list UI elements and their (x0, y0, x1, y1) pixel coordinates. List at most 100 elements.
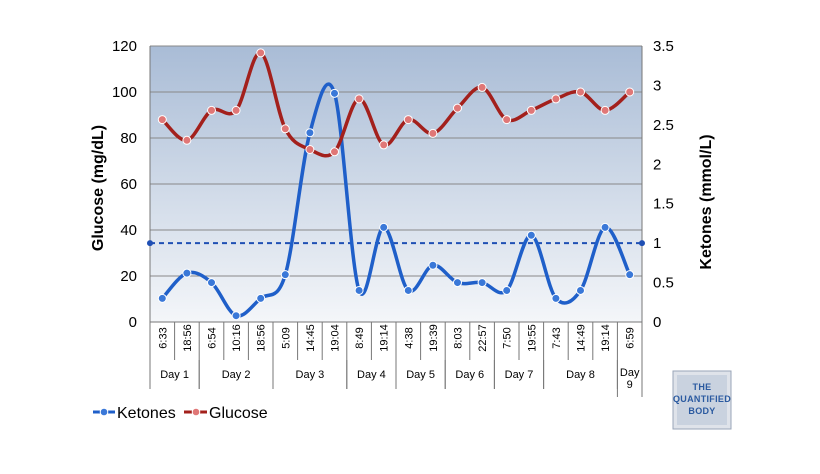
data-point-glucose (207, 105, 216, 115)
x-tick-label: 18:56 (256, 324, 268, 352)
day-label: Day 4 (357, 369, 386, 381)
legend-item-ketones: Ketones (93, 405, 176, 422)
x-tick-label: 19:14 (379, 324, 391, 352)
data-point-ketones (256, 293, 266, 303)
data-point-glucose (502, 115, 512, 125)
logo-line-2: QUANTIFIED (673, 394, 731, 404)
x-tick-label: 6:59 (625, 327, 637, 348)
data-point-glucose (551, 94, 561, 104)
y-right-tick-label: 0 (653, 314, 661, 331)
data-point-ketones (207, 278, 216, 288)
y-left-tick-label: 80 (120, 130, 137, 147)
y-right-axis-title: Ketones (mmol/L) (698, 134, 715, 269)
x-tick-label: 19:14 (600, 324, 612, 352)
y-right-tick-label: 1.5 (653, 196, 674, 213)
x-tick-label: 4:38 (403, 327, 415, 348)
data-point-ketones (330, 88, 339, 98)
data-point-ketones (551, 293, 561, 303)
x-tick-label: 7:43 (551, 327, 563, 348)
x-tick-label: 6:33 (157, 327, 169, 348)
y-left-tick-label: 0 (129, 314, 137, 331)
logo-line-1: THE (693, 382, 712, 392)
y-right-tick-label: 1 (653, 235, 661, 252)
legend-label-glucose: Glucose (209, 405, 268, 422)
data-point-ketones (157, 293, 167, 303)
x-tick-label: 7:50 (502, 327, 514, 348)
day-label: Day 6 (455, 369, 484, 381)
legend-item-glucose: Glucose (184, 405, 268, 422)
data-point-glucose (625, 87, 635, 97)
reference-line-end-left (147, 240, 153, 247)
y-right-tick-label: 3.5 (653, 38, 674, 55)
data-point-glucose (453, 103, 462, 113)
reference-line-end-right (639, 240, 645, 247)
x-tick-label: 5:09 (280, 327, 292, 348)
logo-line-3: BODY (688, 406, 715, 416)
x-tick-label: 14:45 (305, 324, 317, 352)
day-label: Day (620, 367, 640, 379)
y-right-tick-label: 3 (653, 77, 661, 94)
data-point-ketones (379, 222, 389, 232)
x-tick-label: 10:16 (231, 324, 243, 352)
day-label: 9 (627, 379, 633, 391)
data-point-glucose (182, 135, 192, 145)
x-tick-label: 19:04 (330, 324, 342, 352)
data-point-ketones (600, 222, 610, 232)
data-point-glucose (157, 115, 167, 125)
data-point-glucose (600, 105, 610, 115)
x-tick-label: 18:56 (182, 324, 194, 352)
day-label: Day 7 (505, 369, 534, 381)
y-right-tick-label: 0.5 (653, 275, 674, 292)
data-point-glucose (526, 105, 536, 115)
day-label: Day 8 (566, 369, 595, 381)
x-tick-label: 8:49 (354, 327, 366, 348)
x-tick-label: 8:03 (453, 327, 465, 348)
x-tick-label: 14:49 (576, 324, 588, 352)
day-label: Day 2 (222, 369, 251, 381)
x-tick-label: 19:39 (428, 324, 440, 352)
data-point-ketones (231, 311, 241, 321)
data-point-glucose (256, 48, 266, 58)
y-left-tick-label: 40 (120, 222, 137, 239)
data-point-glucose (305, 145, 315, 154)
data-point-ketones (280, 270, 290, 280)
data-point-ketones (403, 285, 413, 295)
x-tick-label: 22:57 (477, 324, 489, 352)
y-left-tick-label: 60 (120, 176, 137, 193)
data-point-ketones (428, 260, 438, 270)
data-point-glucose (379, 140, 389, 150)
day-label: Day 5 (406, 369, 435, 381)
y-right-tick-label: 2.5 (653, 117, 674, 134)
data-point-glucose (576, 87, 585, 97)
data-point-glucose (403, 115, 413, 125)
data-point-glucose (428, 128, 438, 138)
data-point-ketones (453, 278, 462, 288)
data-point-glucose (280, 124, 290, 134)
y-left-tick-label: 20 (120, 268, 137, 285)
data-point-ketones (625, 270, 635, 280)
data-point-glucose (477, 82, 487, 92)
data-point-ketones (477, 278, 487, 288)
legend-label-ketones: Ketones (117, 405, 176, 422)
data-point-ketones (354, 285, 364, 295)
y-right-tick-label: 2 (653, 156, 661, 173)
data-point-ketones (502, 285, 512, 295)
data-point-ketones (305, 128, 315, 138)
x-tick-label: 6:54 (207, 327, 219, 348)
y-left-tick-label: 100 (112, 84, 137, 101)
data-point-glucose (330, 147, 339, 157)
x-tick-label: 19:55 (526, 324, 538, 352)
legend: Ketones Glucose (93, 405, 268, 422)
y-left-axis-title: Glucose (mg/dL) (90, 125, 107, 251)
y-left-tick-label: 120 (112, 38, 137, 55)
day-label: Day 3 (296, 369, 325, 381)
day-label: Day 1 (160, 369, 189, 381)
data-point-glucose (354, 94, 364, 104)
data-point-ketones (526, 230, 536, 240)
data-point-glucose (231, 105, 241, 115)
data-point-ketones (182, 268, 192, 278)
data-point-ketones (576, 285, 585, 295)
quantified-body-logo: THE QUANTIFIED BODY (672, 370, 732, 430)
